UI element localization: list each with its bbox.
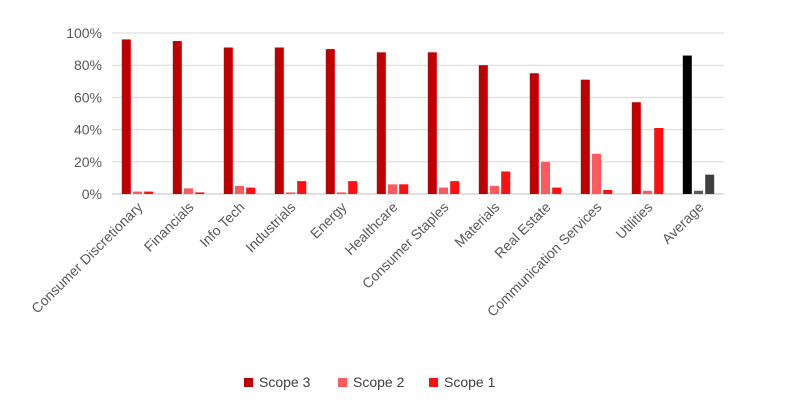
- x-tick-label: Info Tech: [196, 199, 247, 250]
- x-tick-label: Materials: [451, 199, 502, 250]
- bar-scope-1: [297, 181, 307, 194]
- gridlines: [112, 32, 724, 195]
- bar-scope-3: [478, 65, 488, 194]
- bar-scope-3: [631, 102, 641, 194]
- bar-scope-3: [376, 52, 386, 194]
- bar-scope-2: [490, 185, 499, 194]
- x-tick-label: Utilities: [612, 199, 655, 242]
- x-tick-label: Financials: [141, 199, 197, 255]
- x-tick-label: Consumer Discretionary: [28, 199, 146, 317]
- bar-scope-1: [705, 174, 715, 194]
- bar-scope-1: [603, 189, 613, 194]
- bar-scope-3: [325, 49, 335, 194]
- bar-scope-1: [348, 181, 358, 194]
- bar-scope-2: [439, 187, 448, 194]
- y-tick-label: 20%: [74, 154, 102, 170]
- bar-scope-3: [274, 47, 284, 194]
- legend-label: Scope 2: [353, 374, 405, 390]
- y-tick-label: 0%: [82, 186, 102, 202]
- x-tick-label: Consumer Staples: [359, 199, 452, 292]
- legend-swatch: [244, 378, 253, 387]
- bar-scope-2: [133, 191, 142, 194]
- legend-label: Scope 1: [444, 374, 496, 390]
- bar-scope-3: [172, 41, 182, 194]
- bar-scope-2: [337, 192, 346, 194]
- legend-swatch: [338, 378, 347, 387]
- bars: [121, 39, 715, 194]
- y-tick-label: 40%: [74, 122, 102, 138]
- x-tick-label: Energy: [307, 199, 350, 242]
- bar-scope-2: [235, 185, 244, 194]
- y-axis-ticks: 0% 20% 40% 60% 80% 100%: [66, 25, 102, 202]
- bar-scope-1: [654, 127, 664, 194]
- y-tick-label: 60%: [74, 89, 102, 105]
- bar-scope-2: [388, 184, 397, 194]
- bar-scope-3: [427, 52, 437, 194]
- bar-scope-2: [643, 190, 652, 194]
- bar-scope-3: [121, 39, 131, 194]
- y-tick-label: 80%: [74, 57, 102, 73]
- legend: Scope 3 Scope 2 Scope 1: [244, 374, 496, 390]
- bar-scope-3: [529, 73, 539, 194]
- bar-scope-1: [501, 171, 511, 194]
- x-tick-label: Average: [659, 199, 707, 247]
- x-tick-label: Industrials: [242, 199, 298, 255]
- bar-scope-1: [552, 187, 562, 194]
- bar-scope-1: [246, 187, 256, 194]
- bar-scope-3: [223, 47, 233, 194]
- bar-scope-2: [541, 161, 550, 194]
- bar-scope-2: [694, 190, 703, 194]
- bar-scope-1: [399, 184, 409, 194]
- legend-swatch: [429, 378, 438, 387]
- bar-scope-1: [450, 181, 460, 194]
- bar-scope-1: [195, 192, 205, 194]
- bar-scope-3: [682, 55, 692, 194]
- bar-scope-1: [144, 191, 154, 194]
- bar-scope-2: [184, 188, 193, 194]
- y-tick-label: 100%: [66, 25, 102, 41]
- bar-scope-3: [580, 79, 590, 194]
- bar-scope-2: [286, 192, 295, 194]
- legend-label: Scope 3: [259, 374, 311, 390]
- bar-scope-2: [592, 153, 601, 194]
